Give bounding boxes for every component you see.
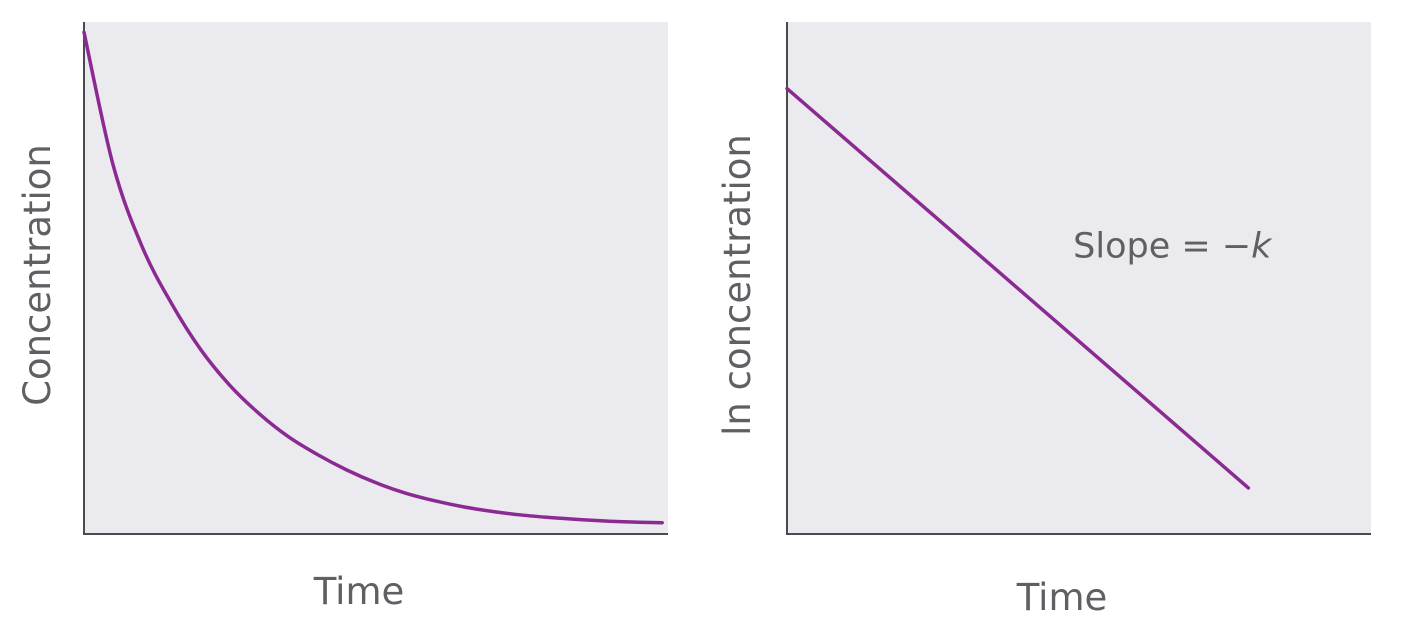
plot-area [787,22,1371,534]
chart-panel-1: Concentration Time [16,22,668,613]
slope-annotation: Slope = −k [1073,227,1273,267]
series-line-1 [785,86,1251,490]
series-line-1 [82,30,664,525]
annotation-variable: k [1251,227,1273,267]
y-axis-title: ln concentration [716,134,759,436]
plot-area [84,22,668,534]
chart-panel-2: ln concentration Time Slope = −k [716,22,1371,619]
annotation-prefix: Slope = − [1073,227,1251,267]
x-axis-title: Time [1016,576,1108,619]
x-axis-title: Time [313,570,405,613]
y-axis-title: Concentration [16,144,59,406]
